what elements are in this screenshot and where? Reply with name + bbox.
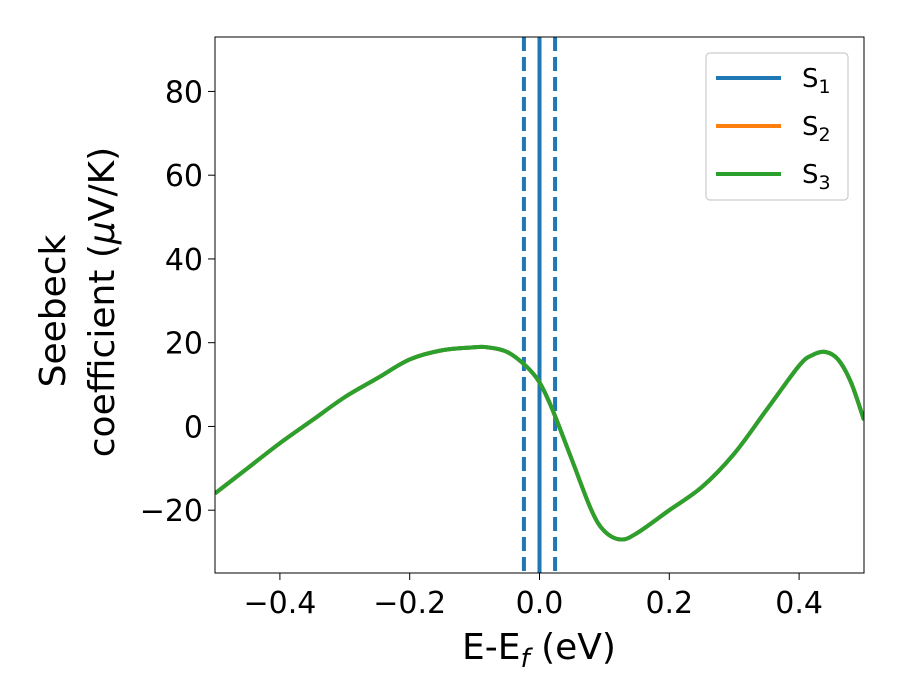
y-axis-label-mu: μ [82,221,123,245]
series-lines [215,344,864,542]
legend-label-sub: 2 [819,124,831,146]
y-axis-label-prefix: coefficient ( [82,244,123,457]
y-tick-label: 20 [165,327,203,362]
reference-lines [521,37,558,573]
y-tick-label: 60 [165,159,203,194]
legend-label-main: S [802,112,819,142]
legend-label-S2: S2 [802,112,831,146]
y-axis-ticks: −20 0 20 40 60 80 [140,75,215,529]
y-tick-label: 80 [165,75,203,110]
y-axis-label-suffix: V/K) [82,147,123,221]
series-line-S3 [215,344,864,542]
legend-label-S3: S3 [802,160,831,194]
y-axis-label-line2: coefficient (μV/K) [82,147,123,457]
x-tick-label: 0.0 [516,586,564,621]
y-axis-label-line1: Seebeck [33,234,74,387]
legend-label-main: S [802,64,819,94]
x-axis-label-main: E-E [462,627,520,668]
x-axis-label: E-Ef (eV) [462,627,616,674]
x-tick-label: 0.2 [645,586,693,621]
y-tick-label: 0 [184,410,203,445]
legend-label-S1: S1 [802,64,831,98]
y-tick-label: 40 [165,243,203,278]
x-axis-label-unit: (eV) [530,627,616,668]
x-tick-label: −0.4 [243,586,316,621]
legend-label-sub: 3 [819,172,831,194]
legend-label-main: S [802,160,819,190]
x-tick-label: −0.2 [373,586,446,621]
legend-label-sub: 1 [819,76,831,98]
y-tick-label: −20 [140,494,203,529]
x-axis-ticks: −0.4 −0.2 0.0 0.2 0.4 [243,573,823,621]
x-tick-label: 0.4 [775,586,823,621]
